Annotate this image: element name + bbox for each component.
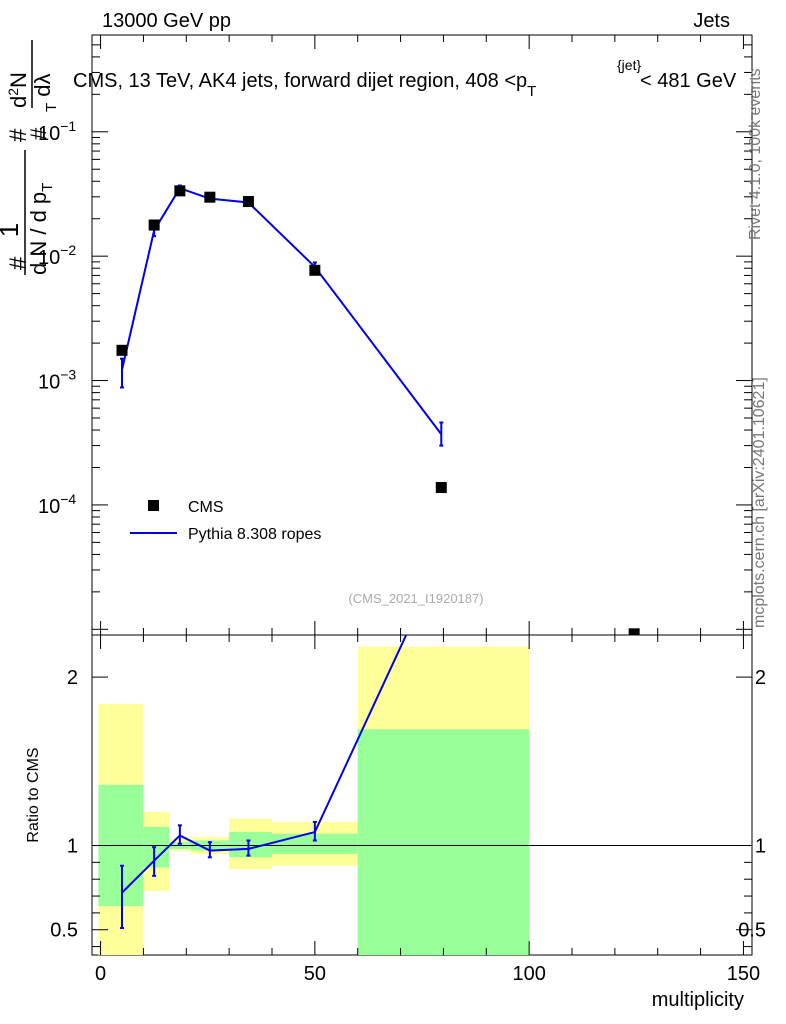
x-tick-label: 50 — [304, 963, 326, 985]
ratio-y-tick-label-right: 0.5 — [738, 920, 766, 942]
ratio-marks — [120, 635, 408, 930]
cms-data-point — [309, 264, 321, 276]
jets-label: Jets — [693, 10, 730, 32]
y-tick-label: 10−4 — [38, 491, 76, 518]
cms-data-point — [116, 344, 128, 356]
y-label-hash-3: # — [26, 127, 51, 140]
x-tick-label: 150 — [727, 963, 760, 985]
cms-data-point — [628, 628, 640, 635]
cms-markers — [116, 185, 640, 635]
y-label-hash-2: # — [5, 128, 32, 142]
upper-frame — [91, 34, 753, 636]
x-axis-label: multiplicity — [652, 989, 744, 1011]
y-tick-label: 10−1 — [38, 118, 76, 145]
ratio-y-tick-label: 2 — [67, 667, 78, 689]
data-marks — [116, 184, 640, 930]
cms-data-point — [242, 196, 254, 208]
legend-cms-marker — [148, 500, 159, 511]
y-label-frac1-num: 1 — [0, 223, 24, 237]
axis-ticks: 0 50 100 150 10−1 10−2 10−3 10−4 0.5 0.5 1 1 2 2 — [38, 35, 766, 985]
ratio-bands — [92, 646, 752, 955]
y-label-frac2-num: d2N — [5, 72, 31, 108]
y-axis-label-lower: Ratio to CMS — [25, 747, 42, 842]
y-tick-label: 10−3 — [38, 367, 76, 394]
legend-mc-label: Pythia 8.308 ropes — [188, 526, 321, 543]
cms-data-point — [435, 482, 447, 494]
green-band-6 — [357, 729, 530, 955]
y-tick-label: 10−2 — [38, 242, 76, 269]
mcplots-label: mcplots.cern.ch [arXiv:2401.10621] — [751, 377, 768, 628]
rivet-label: Rivet 4.1.0, 100k events — [747, 68, 764, 240]
cms-data-point — [174, 185, 186, 197]
legend: CMS Pythia 8.308 ropes — [130, 499, 321, 543]
y-label-frac2-den: T dλ — [30, 73, 60, 112]
ratio-y-tick-label-right: 1 — [755, 836, 766, 858]
analysis-id: (CMS_2021_I1920187) — [348, 591, 483, 606]
cms-data-point — [204, 191, 216, 203]
y-label-frac1-den: d N / d pT — [26, 183, 56, 275]
x-tick-label: 0 — [95, 963, 106, 985]
ratio-y-tick-label: 1 — [67, 836, 78, 858]
x-tick-label: 100 — [512, 963, 545, 985]
legend-cms-label: CMS — [188, 499, 224, 516]
beam-label: 13000 GeV pp — [102, 10, 231, 32]
mc-line — [121, 186, 443, 435]
y-axis-label-upper: # 1 d N / d pT # d2N T dλ # — [0, 40, 60, 275]
plot-title: CMS, 13 TeV, AK4 jets, forward dijet reg… — [73, 57, 737, 100]
cms-data-point — [148, 219, 160, 231]
ratio-y-tick-label: 0.5 — [50, 920, 78, 942]
ratio-y-tick-label-right: 2 — [755, 667, 766, 689]
green-band-1 — [143, 827, 170, 868]
green-band-5 — [272, 833, 358, 854]
